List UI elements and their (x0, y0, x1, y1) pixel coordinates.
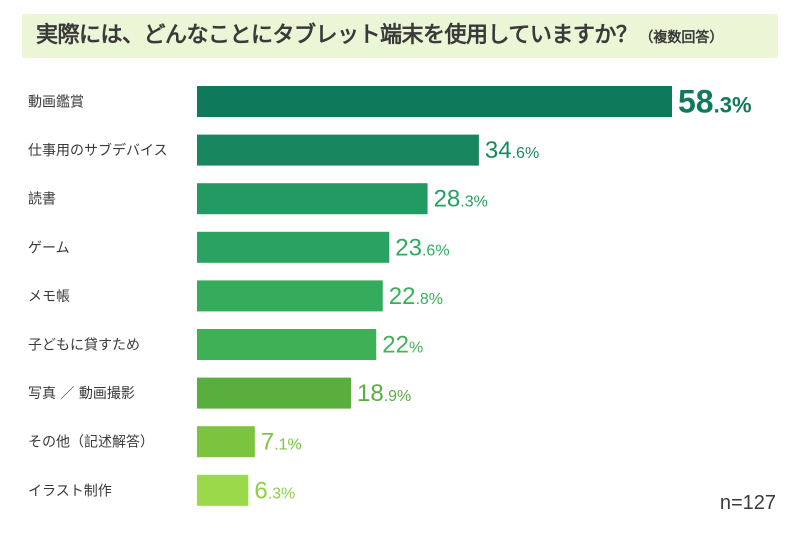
value-label: 22% (382, 332, 423, 359)
chart-title-main: 実際には、どんなことにタブレット端末を使用していますか？ (36, 23, 638, 48)
value-label-decimal: .3% (460, 194, 488, 211)
bar (197, 183, 428, 215)
value-label-integer: 34 (485, 137, 512, 164)
value-label: 58.3% (678, 84, 752, 120)
chart-subtitle: （複数回答） (639, 30, 724, 46)
category-label: 写真 ／ 動画撮影 (28, 385, 135, 402)
bar (197, 474, 249, 506)
value-label: 18.9% (357, 380, 411, 407)
value-label-decimal: .8% (415, 291, 443, 308)
value-label: 6.3% (254, 477, 295, 504)
chart-title: 実際には、どんなことにタブレット端末を使用していますか？ （複数回答） (36, 20, 723, 52)
value-label-decimal: .1% (274, 437, 302, 454)
sample-size-note: n=127 (719, 492, 776, 514)
category-label: 動画鑑賞 (28, 94, 84, 111)
value-label-decimal: % (409, 340, 423, 357)
bar (197, 280, 383, 312)
category-label: イラスト制作 (28, 483, 112, 499)
value-label-integer: 22 (389, 283, 416, 310)
category-label: 読書 (28, 191, 56, 208)
value-label-integer: 23 (395, 234, 422, 261)
value-label: 23.6% (395, 234, 449, 261)
category-label: 子どもに貸すため (28, 338, 140, 354)
value-label-integer: 6 (254, 477, 267, 504)
title-band (22, 14, 778, 58)
bar (197, 86, 672, 117)
value-label-decimal: .3% (268, 485, 296, 502)
bar (197, 134, 479, 166)
value-label-decimal: .6% (422, 242, 450, 259)
value-label: 28.3% (434, 186, 488, 213)
value-label-integer: 7 (261, 429, 274, 456)
value-label-integer: 28 (434, 186, 461, 213)
value-label-decimal: .6% (512, 145, 540, 162)
value-label-decimal: .9% (384, 388, 412, 405)
bar (197, 329, 377, 360)
category-label: ゲーム (28, 240, 70, 256)
value-label-integer: 18 (357, 380, 384, 407)
category-label: 仕事用のサブデバイス (28, 142, 168, 159)
bar (197, 377, 351, 409)
value-label: 34.6% (485, 137, 539, 164)
category-label: その他（記述解答） (28, 434, 154, 451)
value-label-integer: 22 (382, 332, 409, 359)
bar (197, 231, 390, 263)
bar (197, 426, 255, 458)
value-label: 7.1% (261, 429, 302, 456)
value-label-integer: 58 (678, 84, 714, 120)
value-label-decimal: .3% (714, 93, 752, 118)
category-label: メモ帳 (28, 289, 70, 305)
value-label: 22.8% (389, 283, 443, 310)
